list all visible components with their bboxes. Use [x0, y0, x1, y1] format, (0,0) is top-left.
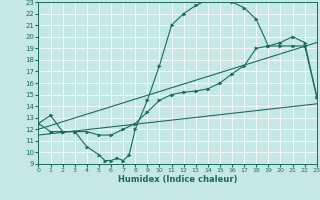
- X-axis label: Humidex (Indice chaleur): Humidex (Indice chaleur): [118, 175, 237, 184]
